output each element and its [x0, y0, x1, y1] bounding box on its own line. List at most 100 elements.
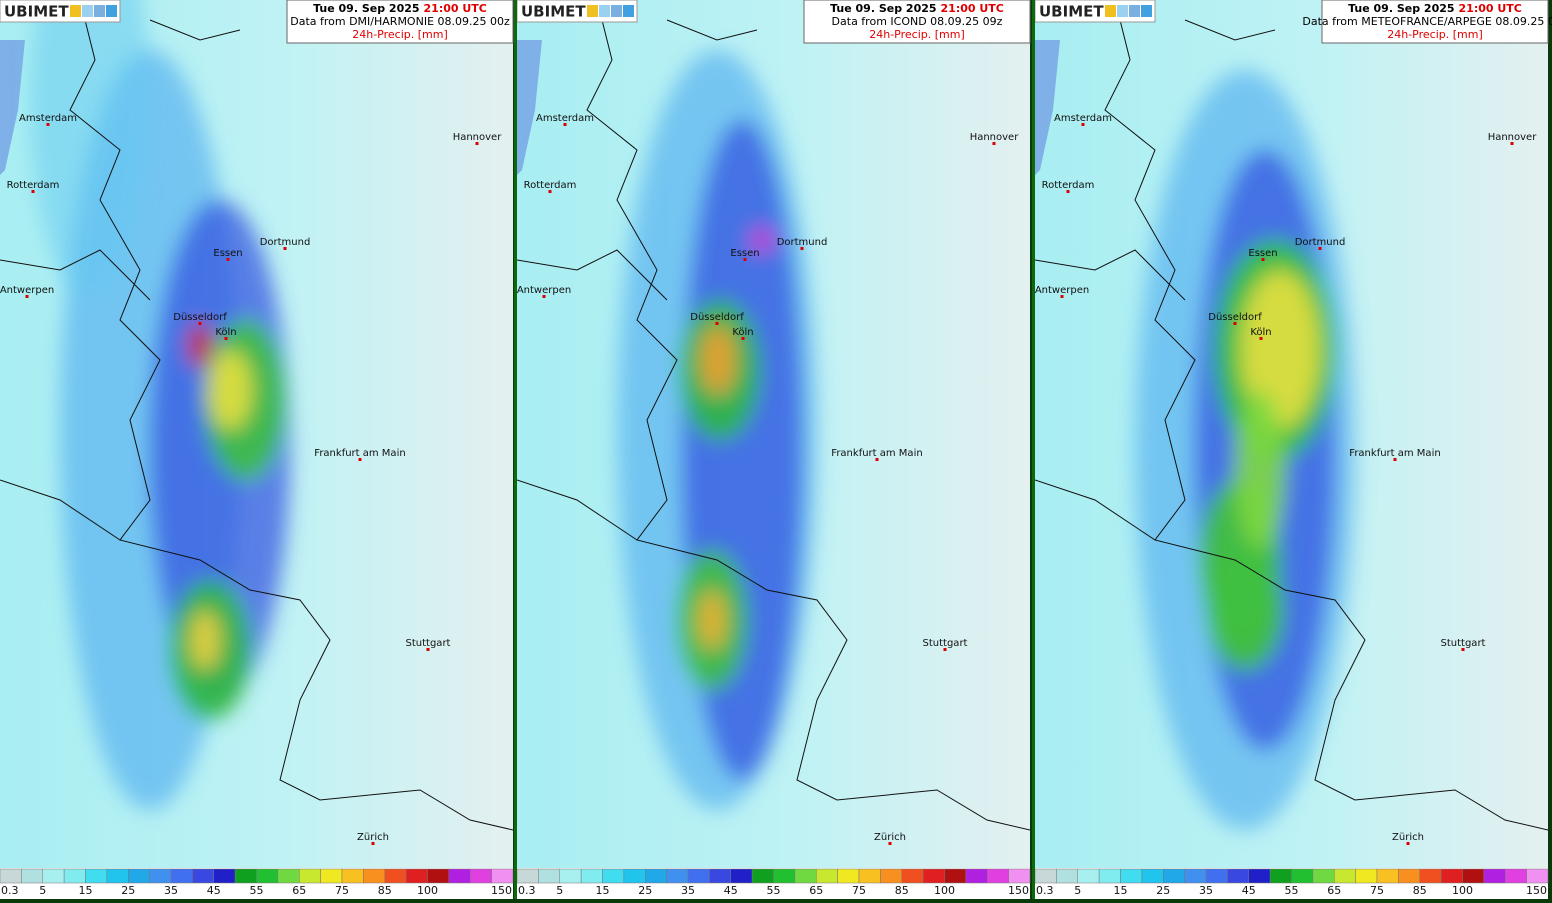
city-marker [992, 142, 996, 145]
city-label: Frankfurt am Main [1349, 448, 1440, 459]
legend-swatch [1526, 868, 1549, 884]
header-source: Data from METEOFRANCE/ARPEGE 08.09.25 00… [1302, 15, 1552, 28]
legend-swatch [837, 868, 860, 884]
logo-icon [1141, 5, 1152, 17]
legend-tick-label: 5 [1074, 884, 1081, 897]
logo-icon [587, 5, 598, 17]
precip-area [1235, 390, 1285, 550]
precip-area [698, 590, 726, 650]
legend-swatch [773, 868, 796, 884]
legend-swatch [944, 868, 967, 884]
city-label: Rotterdam [1042, 180, 1095, 191]
legend-tick-label: 55 [767, 884, 781, 897]
legend-swatch [794, 868, 817, 884]
legend-swatch [42, 868, 65, 884]
city-label: Stuttgart [1441, 638, 1486, 649]
city-marker [1261, 258, 1265, 261]
city-marker [226, 258, 230, 261]
legend-tick-label: 15 [1114, 884, 1128, 897]
city-marker [1259, 337, 1263, 340]
city-label: Essen [1248, 248, 1277, 259]
header-box [803, 0, 1031, 44]
city-marker [1461, 648, 1465, 651]
precip-area [208, 350, 252, 430]
legend-swatch [922, 868, 945, 884]
city-label: Rotterdam [524, 180, 577, 191]
legend-swatch [1184, 868, 1207, 884]
border-line [1035, 19, 1276, 541]
panel-separator [1032, 0, 1035, 899]
precip-field [1135, 70, 1355, 830]
legend-swatch [1205, 868, 1228, 884]
city-marker [1060, 295, 1064, 298]
precip-area [30, 0, 150, 300]
legend-tick-label: 25 [1156, 884, 1170, 897]
city-label: Zürich [357, 832, 389, 843]
city-label: Antwerpen [0, 285, 54, 296]
legend-tick-label: 100 [1452, 884, 1473, 897]
city-label: Essen [213, 248, 242, 259]
map-layer [0, 0, 513, 868]
header-time: 21:00 UTC [424, 2, 487, 15]
city-label: Frankfurt am Main [831, 448, 922, 459]
city-label: Frankfurt am Main [314, 448, 405, 459]
legend-tick-label: 5 [39, 884, 46, 897]
legend-tick-label: 45 [724, 884, 738, 897]
legend-swatch [448, 868, 471, 884]
city-marker [548, 190, 552, 193]
city-marker [198, 322, 202, 325]
city-marker [1318, 247, 1322, 250]
city-marker [800, 247, 804, 250]
legend-swatch [1248, 868, 1271, 884]
legend-swatch [1056, 868, 1078, 884]
logo-icon [1105, 5, 1116, 17]
sea [0, 40, 25, 175]
legend-swatch [1334, 868, 1356, 884]
header-date: Tue 09. Sep 2025 [830, 2, 936, 15]
legend-tick-label: 35 [164, 884, 178, 897]
legend-swatch [1440, 868, 1463, 884]
legend-swatch [880, 868, 902, 884]
precip-area [700, 325, 736, 395]
legend-swatch [580, 868, 603, 884]
legend-tick-label: 75 [335, 884, 349, 897]
precip-area [190, 610, 220, 670]
city-label: Dortmund [260, 237, 311, 248]
legend-swatch [645, 868, 667, 884]
legend-tick-label: 75 [852, 884, 866, 897]
city-marker [1393, 458, 1397, 461]
legend-swatch [987, 868, 1009, 884]
border-line [0, 19, 241, 541]
logo-icon [623, 5, 634, 17]
legend-swatch [623, 868, 646, 884]
legend-tick-label: 35 [681, 884, 695, 897]
logo-icon [70, 5, 81, 17]
city-label: Amsterdam [536, 113, 594, 124]
legend-tick-label: 65 [292, 884, 306, 897]
legend-swatch [470, 868, 492, 884]
legend-tick-label: 85 [1413, 884, 1427, 897]
legend-swatch [602, 868, 625, 884]
city-label: Düsseldorf [690, 312, 744, 323]
legend-tick-label: 0.3 [1036, 884, 1054, 897]
legend-swatch [858, 868, 881, 884]
city-marker [46, 123, 50, 126]
sea [517, 40, 542, 175]
legend-swatch [1291, 868, 1314, 884]
city-marker [224, 337, 228, 340]
legend-swatch [1098, 868, 1121, 884]
city-label: Stuttgart [923, 638, 968, 649]
legend-swatch [1269, 868, 1292, 884]
legend-tick-label: 35 [1199, 884, 1213, 897]
legend-tick-label: 0.3 [1, 884, 19, 897]
legend-swatch [149, 868, 172, 884]
header-variable: 24h-Precip. [mm] [352, 28, 448, 41]
header-variable: 24h-Precip. [mm] [869, 28, 965, 41]
logo: UBIMET [521, 3, 586, 21]
city-marker [1510, 142, 1514, 145]
legend-swatch [1120, 868, 1143, 884]
header-variable: 24h-Precip. [mm] [1387, 28, 1483, 41]
legend-swatch [1312, 868, 1335, 884]
city-marker [31, 190, 35, 193]
